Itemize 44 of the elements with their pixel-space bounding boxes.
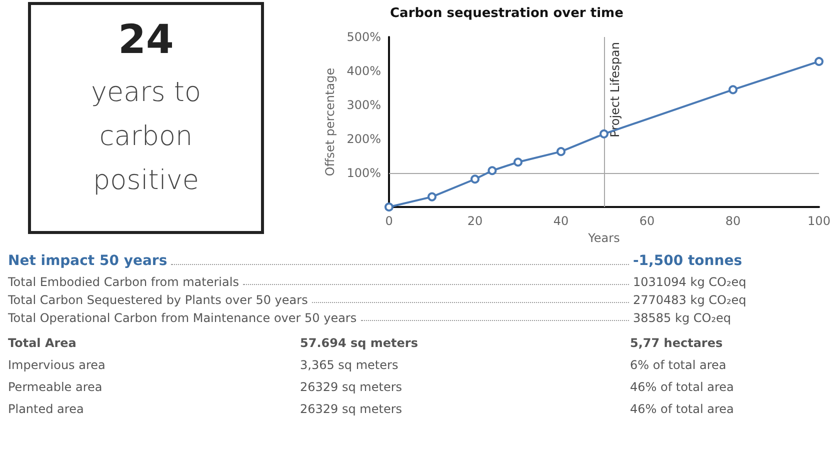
y-tick-label: 100%: [346, 166, 381, 180]
point: [428, 192, 436, 202]
y-tick-label: 300%: [346, 98, 381, 112]
text: 57.694 sq meters: [300, 336, 418, 350]
text: 46% of total area: [630, 402, 734, 416]
y-tick-label: 500%: [346, 30, 381, 44]
point: [814, 56, 824, 66]
text: 3,365 sq meters: [300, 358, 398, 372]
text: Total Area: [8, 336, 76, 350]
text: 26329 sq meters: [300, 380, 402, 394]
point: [488, 166, 497, 176]
text: 2770483 kg CO₂eq: [633, 293, 748, 307]
text: Permeable area: [8, 380, 102, 394]
text: 46% of total area: [630, 380, 734, 394]
text: Planted area: [8, 402, 84, 416]
x-tick-label: 20: [467, 214, 483, 228]
text: 1031094 kg CO₂eq: [633, 275, 748, 289]
x-axis-title: Years: [587, 230, 620, 245]
text: -1,500 tonnes: [633, 253, 744, 269]
x-tick-label: 0: [385, 214, 393, 228]
chart-title: Carbon sequestration over time: [390, 6, 624, 21]
x-tick-label: 40: [553, 214, 569, 228]
x-tick-label: 100: [808, 214, 830, 228]
text: 6% of total area: [630, 358, 726, 372]
text: 26329 sq meters: [300, 402, 402, 416]
point: [384, 202, 394, 212]
y-tick-label: 400%: [346, 64, 381, 78]
point: [470, 174, 480, 184]
point: [728, 85, 738, 94]
text: Total Carbon Sequestered by Plants over 50 years: [8, 293, 308, 307]
text: Impervious area: [8, 358, 106, 372]
text: 5,77 hectares: [630, 336, 723, 350]
point: [600, 129, 608, 138]
card-frame: 24 years to carbon positive: [28, 2, 264, 234]
text: Total Operational Carbon from Maintenance over 50 years: [8, 311, 357, 325]
x-tick-label: 60: [639, 214, 655, 228]
text: Total Embodied Carbon from materials: [8, 275, 239, 289]
text: Net impact 50 years: [8, 253, 168, 269]
point: [556, 147, 566, 156]
point: [514, 158, 522, 167]
x-tick-label: 80: [725, 214, 741, 228]
text: 38585 kg CO₂eq: [633, 311, 732, 325]
y-axis-title: Offset percentage: [322, 68, 337, 176]
y-tick-label: 200%: [346, 132, 381, 146]
